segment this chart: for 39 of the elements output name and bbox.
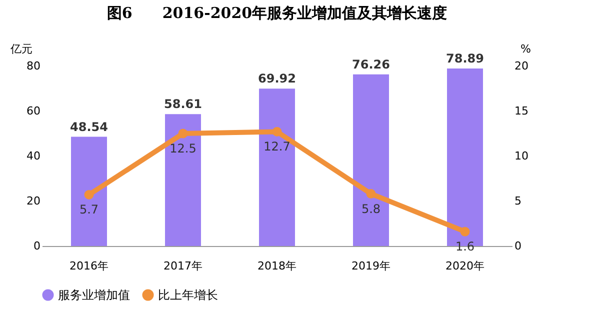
data-label: 78.89 [446,51,484,66]
data-label: 1.6 [455,240,475,254]
point [84,190,94,200]
data-label: 5.8 [361,202,381,216]
bar [259,88,295,246]
y-tick-label: 80 [26,60,40,72]
point [366,189,376,199]
data-label: 12.5 [170,142,196,156]
y-tick-label: 0 [34,240,40,252]
point [460,226,470,236]
y2-tick-label: 20 [514,60,528,72]
point [272,126,282,136]
data-label: 12.7 [264,140,290,154]
legend-label: 比上年增长 [158,288,218,302]
y2-tick-label: 5 [514,194,522,208]
y2-axis-title: % [520,42,531,56]
x-tick-label: 2019年 [352,260,390,272]
bar [165,114,201,246]
y2-tick-label: 0 [514,240,522,252]
data-label: 76.26 [352,57,390,72]
y-tick-label: 40 [26,150,40,162]
x-tick-label: 2020年 [446,260,484,272]
x-tick-label: 2018年 [258,260,296,272]
y-tick-label: 60 [26,104,40,118]
data-label: 5.7 [79,202,99,217]
x-tick-label: 2016年 [70,260,108,272]
data-label: 58.61 [164,97,202,112]
bar [353,74,389,246]
y-tick-label: 20 [26,194,40,208]
legend-label: 服务业增加值 [58,288,130,302]
x-tick-label: 2017年 [164,260,202,272]
data-label: 48.54 [70,120,108,134]
chart-title: 图6 2016-2020年服务业增加值及其增长速度 [106,4,448,22]
point [178,128,188,138]
bar [71,136,107,246]
data-label: 69.92 [258,72,296,86]
y2-tick-label: 15 [514,104,528,118]
y2-tick-label: 10 [514,150,528,162]
y-axis-title: 亿元 [10,42,32,56]
